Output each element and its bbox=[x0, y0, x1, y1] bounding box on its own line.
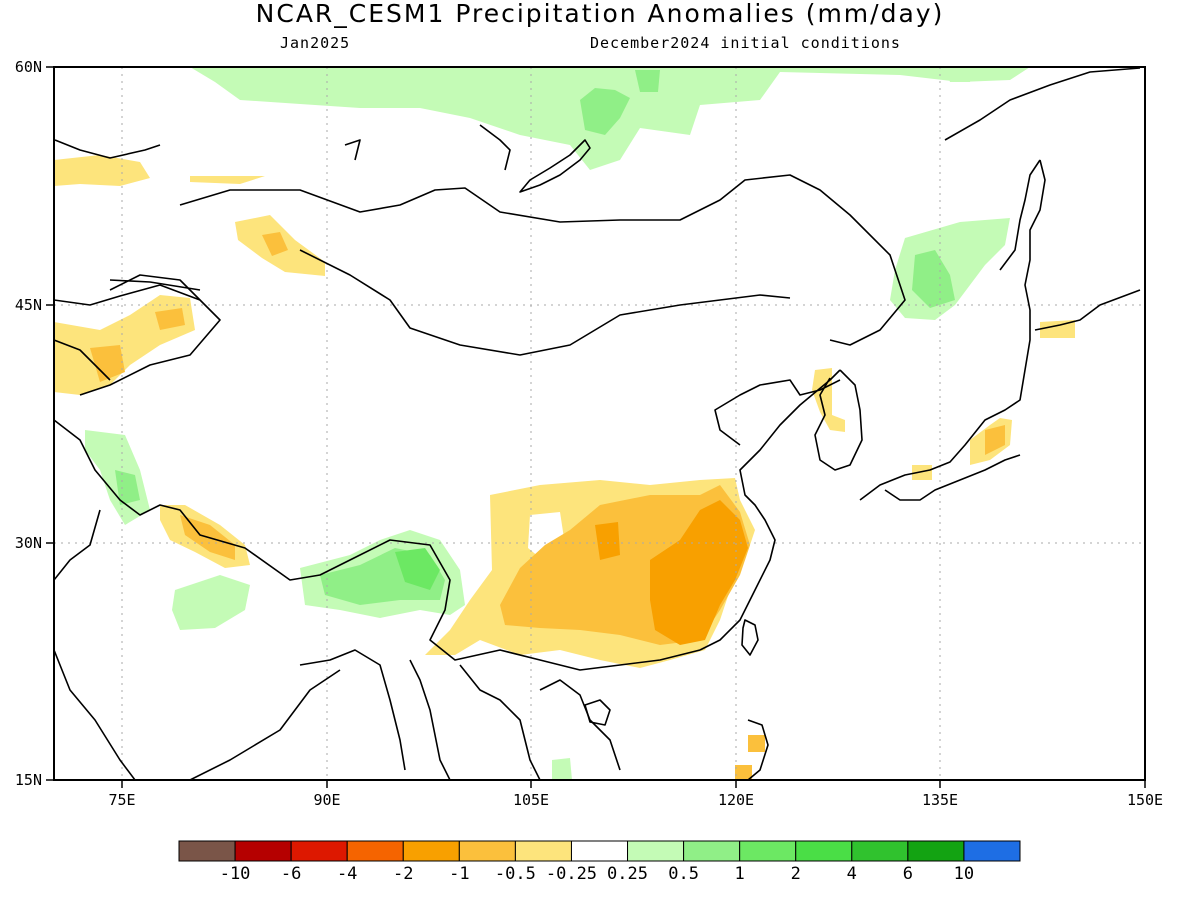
lon-label-135e: 135E bbox=[922, 791, 958, 809]
colorbar-swatch bbox=[514, 840, 572, 862]
colorbar-label: -1 bbox=[449, 864, 470, 884]
colorbar-swatch bbox=[178, 840, 236, 862]
dry-anomaly-tianshan-core-2 bbox=[155, 308, 185, 330]
lon-label-90e: 90E bbox=[313, 791, 340, 809]
dry-anomaly-honshu-core bbox=[985, 425, 1005, 455]
dry-anomaly-kyushu bbox=[912, 465, 932, 480]
colorbar-swatch bbox=[290, 840, 348, 862]
colorbar-swatch bbox=[627, 840, 685, 862]
dry-anomaly-south-china-core bbox=[650, 500, 748, 645]
colorbar-swatch bbox=[907, 840, 965, 862]
lat-label-45n: 45N bbox=[15, 296, 42, 314]
wet-anomaly-baikal bbox=[580, 88, 630, 135]
dry-anomaly-kazakh-2 bbox=[190, 176, 265, 184]
lon-label-105e: 105E bbox=[513, 791, 549, 809]
wet-anomaly-kashmir-core bbox=[115, 470, 140, 505]
colorbar-label: 4 bbox=[846, 864, 857, 884]
colorbar-label: 1 bbox=[734, 864, 745, 884]
colorbar-label: 2 bbox=[790, 864, 801, 884]
dry-anomaly-hokkaido bbox=[1040, 320, 1075, 338]
dry-anomaly-luzon-2 bbox=[735, 765, 752, 780]
wet-anomaly-vietnam bbox=[552, 758, 572, 780]
colorbar-swatch bbox=[346, 840, 404, 862]
dry-anomaly-sichuan-core bbox=[595, 522, 620, 560]
colorbar-swatch bbox=[851, 840, 909, 862]
colorbar-label: -6 bbox=[280, 864, 302, 884]
lat-label-15n: 15N bbox=[15, 771, 42, 789]
colorbar-label: -2 bbox=[393, 864, 414, 884]
wet-anomaly-manchuria-core bbox=[912, 250, 955, 308]
lat-label-60n: 60N bbox=[15, 58, 42, 76]
colorbar-label: -4 bbox=[336, 864, 358, 884]
colorbar-label: 10 bbox=[953, 864, 975, 884]
lon-label-120e: 120E bbox=[718, 791, 754, 809]
map-frame bbox=[53, 66, 1146, 781]
colorbar-swatch bbox=[458, 840, 516, 862]
lon-label-150e: 150E bbox=[1127, 791, 1163, 809]
colorbar bbox=[178, 840, 1021, 862]
colorbar-label: -0.25 bbox=[545, 864, 598, 884]
colorbar-swatch bbox=[234, 840, 292, 862]
lon-label-75e: 75E bbox=[108, 791, 135, 809]
wet-anomaly-india-north bbox=[172, 575, 250, 630]
map-title: NCAR_CESM1 Precipitation Anomalies (mm/d… bbox=[255, 0, 945, 28]
anomaly-shading bbox=[54, 67, 1075, 780]
colorbar-swatch bbox=[739, 840, 797, 862]
dry-anomaly-tianshan-core bbox=[90, 345, 125, 382]
colorbar-swatch bbox=[683, 840, 741, 862]
initial-conditions-label: December2024 initial conditions bbox=[590, 34, 901, 52]
colorbar-label: 0.25 bbox=[607, 864, 649, 884]
wet-anomaly-ne-edge bbox=[945, 67, 975, 82]
colorbar-label: -0.5 bbox=[494, 864, 536, 884]
wet-anomaly-tibet-core bbox=[395, 548, 440, 590]
forecast-month: Jan2025 bbox=[280, 34, 351, 52]
colorbar-label: -10 bbox=[219, 864, 251, 884]
colorbar-swatch bbox=[402, 840, 460, 862]
colorbar-label: 6 bbox=[902, 864, 913, 884]
colorbar-swatch bbox=[570, 840, 629, 862]
dry-anomaly-altai-core bbox=[262, 232, 288, 256]
lat-label-30n: 30N bbox=[15, 534, 42, 552]
colorbar-label: 0.5 bbox=[668, 864, 699, 884]
wet-anomaly-north-2 bbox=[635, 70, 660, 92]
axis-ticks bbox=[46, 66, 1146, 788]
dry-anomaly-luzon bbox=[748, 735, 765, 752]
colorbar-swatch bbox=[963, 840, 1021, 862]
coastlines-borders bbox=[54, 67, 1141, 780]
dry-anomaly-kazakh-1 bbox=[54, 155, 150, 186]
dry-anomaly-korea bbox=[812, 368, 845, 432]
colorbar-swatch bbox=[795, 840, 853, 862]
